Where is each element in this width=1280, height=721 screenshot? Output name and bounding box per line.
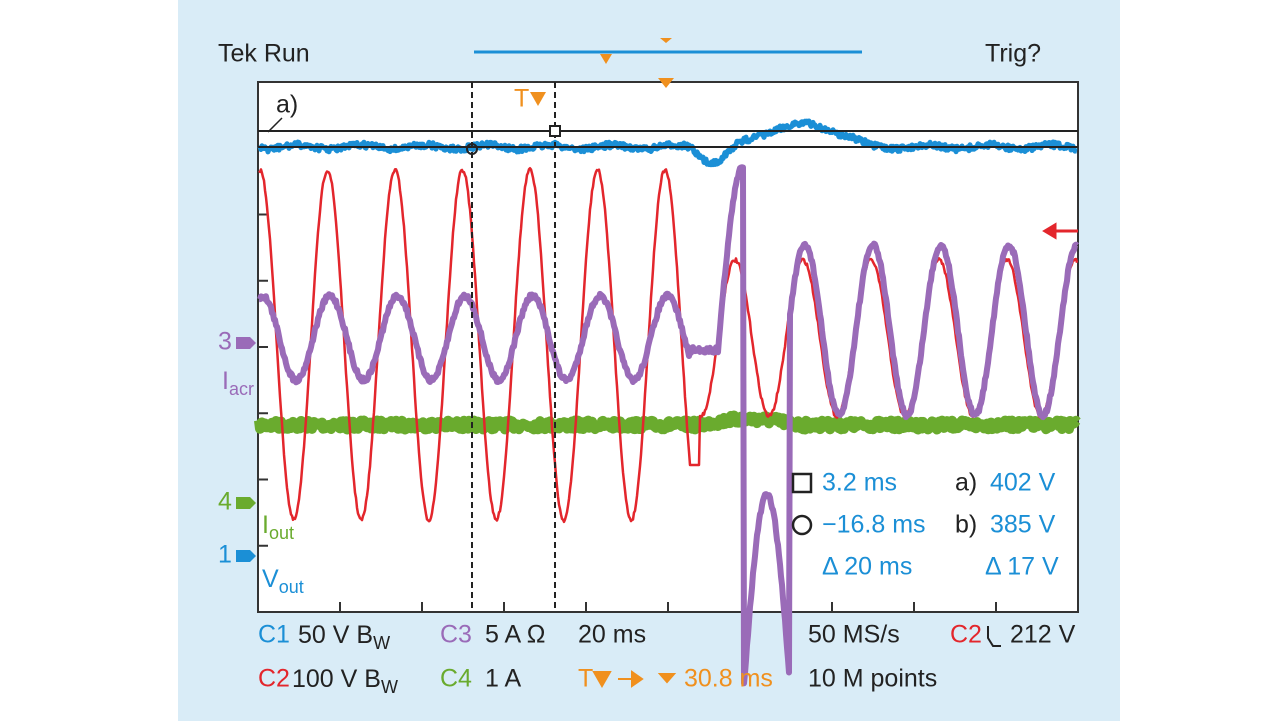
footer-text: 30.8 ms [684,665,773,693]
footer-text: 10 M points [808,665,937,693]
status: Tek Run [218,40,310,68]
footer-sub: W [373,633,390,653]
ch-label-main: I [222,367,229,395]
ch-label-sub: out [279,577,304,597]
red-trace [258,166,1079,524]
ch-label-sub: out [269,523,294,543]
green-trace [254,410,1081,435]
trigger-label: T [514,85,529,113]
ch-label-main: V [262,565,279,593]
footer-text: C2 [950,621,982,649]
measurement: 3.2 ms [822,469,897,497]
footer-text: 50 MS/s [808,621,900,649]
footer-text: C1 [258,621,290,649]
ch-number: 4 [218,488,232,516]
falling-edge-icon [987,626,1001,647]
footer-text: 50 V BW [298,621,390,653]
view-marker [600,54,612,64]
footer-text: 1 A [485,665,521,693]
ch-marker [236,497,256,509]
trigger-state: Trig? [985,40,1041,68]
measurement-label: b) [955,511,977,539]
ch-label-sub: acr [229,379,254,399]
measurement-label: a) [955,469,977,497]
ch-number: 1 [218,541,232,569]
measurement: 402 V [990,469,1056,497]
footer-main: 100 V B [292,665,381,693]
footer-text: 5 A Ω [485,621,545,649]
ch-label: Vout [262,565,304,597]
trigger-level-arrow [1042,222,1078,240]
measurement: −16.8 ms [822,511,926,539]
ch-marker [236,550,256,562]
footer-text: C3 [440,621,472,649]
trigger-icon [530,92,546,106]
footer-text: 100 V BW [292,665,398,697]
cursor-square [549,125,561,137]
footer-main: 50 V B [298,621,373,649]
footer-text: 20 ms [578,621,646,649]
trigger-position-icons [592,670,677,689]
measurement: Δ 17 V [985,553,1059,581]
ch-label: Iacr [222,367,254,399]
footer-text: C2 [258,665,290,693]
footer-sub: W [381,677,398,697]
ch-label-main: I [262,511,269,539]
footer-text: T [578,665,593,693]
leader [267,117,283,133]
measurement: Δ 20 ms [822,553,912,581]
measurement: 385 V [990,511,1056,539]
square-icon [791,472,813,494]
footer-text: C4 [440,665,472,693]
ch-number: 3 [218,328,232,356]
ch-label: Iout [262,511,294,543]
trigger-position-marker [658,38,674,88]
cursor-label: a) [276,91,298,119]
circle-icon [791,514,813,536]
footer-text: 212 V [1010,621,1076,649]
cursor-circle [466,143,478,155]
ch-marker [236,337,256,349]
purple-trace [257,164,1080,687]
